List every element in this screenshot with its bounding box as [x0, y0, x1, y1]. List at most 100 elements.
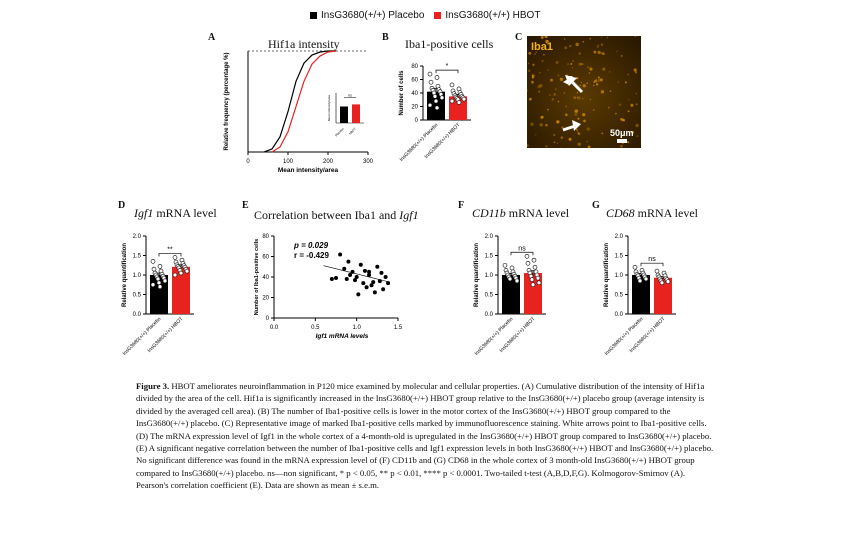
cell-speckle [595, 83, 599, 86]
panel-f-title-rest: mRNA level [505, 206, 570, 220]
cell-speckle [572, 59, 575, 63]
cell-speckle [594, 79, 598, 83]
scatter-point [379, 270, 384, 275]
y-axis-label: Relative quantification [122, 243, 128, 307]
inset-sig-label: ns [348, 94, 352, 98]
data-point [535, 275, 541, 281]
cell-speckle [606, 36, 609, 39]
cell-speckle [545, 39, 547, 41]
cell-speckle [595, 78, 598, 80]
panel-e-title-pre: Correlation between Iba1 and [254, 208, 400, 222]
cell-speckle [547, 108, 549, 111]
data-point [509, 265, 515, 271]
cell-speckle [545, 39, 549, 44]
data-point [536, 280, 542, 286]
x-axis-label: Mean intensity/area [278, 167, 339, 174]
data-point [654, 268, 660, 274]
cell-speckle [635, 103, 638, 106]
data-point [637, 278, 643, 284]
cell-speckle [618, 103, 622, 107]
y-tick-label: 2.0 [133, 234, 142, 240]
figure-label: Figure 3. [136, 381, 170, 391]
scatter-point [338, 252, 343, 257]
significance-label: * [446, 63, 449, 70]
legend-hbot-label: InsG3680(+/+) HBOT [445, 10, 541, 21]
x-tick-label: 1.5 [394, 325, 403, 331]
panel-d-gene: Igf1 [134, 206, 154, 220]
cell-speckle [577, 142, 581, 146]
y-tick-label: 2.0 [485, 234, 494, 240]
cell-speckle [534, 53, 536, 55]
cell-speckle [559, 77, 564, 81]
scatter-point [361, 281, 366, 286]
panel-g-title-rest: mRNA level [634, 206, 698, 220]
cell-speckle [600, 90, 605, 94]
cell-speckle [631, 130, 635, 134]
cell-speckle [539, 84, 543, 88]
cell-speckle [593, 84, 595, 87]
data-point [632, 264, 638, 270]
arrow-icon-head-2 [572, 120, 581, 131]
figure-legend: InsG3680(+/+) Placebo InsG3680(+/+) HBOT [310, 10, 540, 21]
inset-category-label: HBOT [348, 127, 357, 136]
cell-speckle [531, 80, 534, 84]
cell-speckle [586, 140, 588, 143]
data-point [157, 264, 163, 269]
cell-speckle [527, 69, 531, 73]
cell-speckle [528, 97, 532, 101]
scatter-point [371, 280, 376, 285]
cell-speckle [570, 62, 573, 65]
cell-speckle [602, 67, 606, 71]
cell-speckle [569, 44, 572, 48]
data-point [172, 272, 178, 278]
data-point [449, 82, 455, 88]
cell-speckle [553, 141, 556, 144]
inset-bar [340, 106, 348, 123]
cell-speckle [596, 46, 599, 48]
cell-speckle [540, 115, 544, 119]
cell-speckle [624, 81, 627, 84]
data-point [529, 277, 535, 282]
cell-speckle [583, 119, 586, 123]
panel-g-title: CD68 mRNA level [606, 206, 698, 221]
data-point [155, 276, 161, 282]
panel-c-letter: C [515, 32, 523, 43]
placebo-bar [632, 275, 650, 314]
scatter-point [358, 262, 363, 267]
cell-speckle [602, 52, 605, 55]
cell-speckle [592, 108, 596, 112]
y-tick-label: 60 [262, 255, 269, 261]
category-label: InsG3680(+/+) Placebo [474, 316, 515, 357]
cell-speckle [538, 90, 541, 93]
data-point [502, 262, 508, 268]
scale-bar-label: 50μm [610, 128, 634, 138]
scatter-point [354, 275, 359, 279]
hbot-cdf-line [271, 50, 337, 153]
x-tick-label: 1.0 [352, 325, 361, 331]
cell-speckle [574, 112, 578, 117]
cell-speckle [540, 36, 544, 39]
data-point [427, 102, 433, 108]
cell-speckle [587, 66, 590, 69]
cell-speckle [617, 81, 620, 83]
cell-speckle [597, 78, 601, 83]
cell-speckle [555, 61, 559, 65]
panel-d-title-rest: mRNA level [153, 206, 217, 220]
cell-speckle [589, 67, 593, 71]
y-tick-label: 1.0 [485, 273, 494, 279]
cell-speckle [561, 126, 564, 129]
data-point [178, 270, 184, 276]
significance-bracket [510, 251, 534, 256]
cell-speckle [564, 46, 568, 50]
cell-speckle [577, 132, 581, 136]
category-label: InsG3680(+/+) Placebo [122, 316, 163, 357]
scatter-point [346, 259, 351, 264]
y-tick-label: 80 [411, 64, 418, 70]
cell-speckle [579, 84, 582, 87]
cell-speckle [541, 59, 544, 63]
cell-speckle [589, 37, 592, 40]
data-point [530, 282, 536, 288]
data-point [433, 98, 439, 104]
data-point [456, 100, 462, 105]
panel-e-letter: E [242, 200, 249, 211]
